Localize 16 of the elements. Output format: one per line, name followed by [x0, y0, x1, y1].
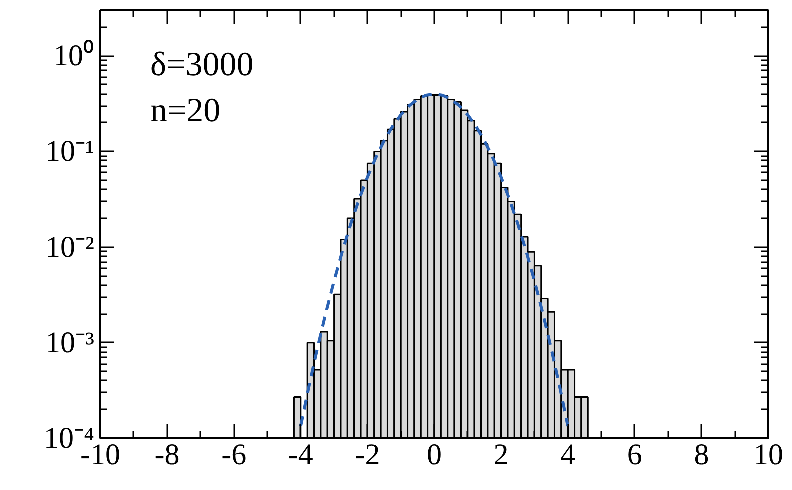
x-tick-label: 8 — [694, 438, 710, 472]
x-tick-label: 10 — [754, 438, 784, 472]
x-tick-label: -4 — [288, 438, 314, 472]
y-tick-label: 10⁰ — [54, 40, 94, 73]
annotation: δ=3000 — [150, 46, 254, 84]
annotation: n=20 — [150, 92, 221, 130]
x-tick-label: 6 — [627, 438, 642, 472]
y-tick-label: 10⁻² — [46, 230, 95, 264]
x-tick-label: 2 — [494, 438, 509, 472]
x-tick-label: -8 — [154, 438, 180, 472]
x-tick-label: -2 — [355, 438, 380, 472]
x-tick-label: -6 — [222, 438, 247, 472]
y-tick-label: 10⁻³ — [46, 326, 95, 360]
y-tick-label: 10⁻¹ — [46, 135, 95, 168]
x-tick-label: 4 — [560, 438, 576, 472]
x-tick-label: 0 — [427, 438, 442, 472]
